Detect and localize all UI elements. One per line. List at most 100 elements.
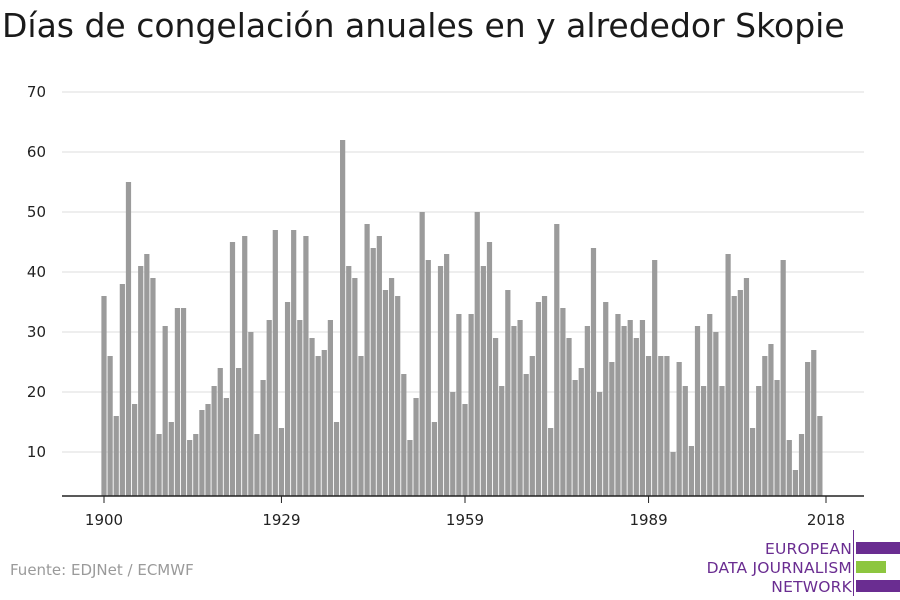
logo-bar-middle — [856, 561, 886, 573]
bar-1975 — [560, 308, 566, 496]
bar-1974 — [554, 224, 560, 496]
bar-2014 — [798, 434, 805, 496]
bar-1934 — [309, 338, 315, 496]
y-tick-label-20: 20 — [27, 383, 46, 401]
bar-1907 — [144, 254, 150, 496]
y-tick-label-60: 60 — [27, 143, 46, 161]
y-axis-tick-labels: 10 20 30 40 50 60 70 — [27, 83, 46, 461]
bar-1937 — [327, 320, 333, 496]
bar-1906 — [138, 266, 144, 496]
bar-2013 — [792, 470, 799, 496]
bar-1976 — [566, 338, 572, 496]
bar-1964 — [492, 338, 499, 496]
bar-1922 — [236, 368, 242, 496]
bar-1917 — [205, 404, 211, 496]
bar-1997 — [694, 326, 701, 496]
bar-1923 — [242, 236, 248, 496]
bar-1947 — [388, 278, 395, 496]
bar-1901 — [107, 356, 113, 496]
bar-1993 — [670, 452, 676, 496]
bar-2007 — [756, 386, 762, 496]
logo-bar-bottom — [856, 580, 900, 592]
bar-1926 — [260, 380, 266, 496]
bar-1973 — [548, 428, 554, 496]
bar-2003 — [731, 296, 737, 496]
bar-1908 — [150, 278, 156, 496]
x-tick-label-1959: 1959 — [446, 511, 484, 529]
bar-1999 — [707, 314, 713, 496]
bar-chart: 1900 1929 1959 1989 2018 10 20 30 40 50 60 70 — [27, 83, 864, 529]
bar-1985 — [621, 326, 627, 496]
bar-1971 — [535, 302, 542, 496]
bar-1998 — [701, 386, 707, 496]
bar-1965 — [499, 386, 505, 496]
bar-1925 — [254, 434, 260, 496]
bar-1931 — [291, 230, 297, 496]
bar-1920 — [223, 398, 229, 496]
bar-1951 — [413, 398, 419, 496]
source-note: Fuente: EDJNet / ECMWF — [10, 561, 194, 579]
bar-1941 — [352, 278, 358, 496]
bar-1919 — [217, 368, 223, 496]
logo-line-1: EUROPEAN — [764, 540, 852, 558]
y-tick-label-10: 10 — [27, 443, 46, 461]
bar-1902 — [113, 416, 119, 496]
bar-2009 — [768, 344, 774, 496]
bar-1946 — [382, 290, 389, 496]
bars — [101, 140, 823, 496]
bar-2005 — [743, 278, 750, 496]
bar-1918 — [211, 386, 217, 496]
edjnet-logo[interactable]: EUROPEAN DATA JOURNALISM NETWORK — [700, 530, 900, 596]
bar-1945 — [376, 236, 382, 496]
bar-1986 — [627, 320, 633, 496]
bar-2008 — [762, 356, 768, 496]
bar-1940 — [346, 266, 352, 496]
bar-1968 — [517, 320, 523, 496]
bar-1980 — [590, 248, 597, 496]
bar-1911 — [168, 422, 174, 496]
y-tick-label-50: 50 — [27, 203, 46, 221]
bar-1932 — [297, 320, 303, 496]
bar-1978 — [578, 368, 584, 496]
y-tick-label-30: 30 — [27, 323, 46, 341]
bar-2012 — [786, 440, 792, 496]
bar-1927 — [266, 320, 272, 496]
bar-1930 — [284, 302, 291, 496]
bar-1929 — [278, 428, 285, 496]
bar-2016 — [811, 350, 817, 496]
bar-1991 — [658, 356, 664, 496]
bar-1996 — [688, 446, 694, 496]
bar-1905 — [131, 404, 138, 496]
logo-divider — [853, 530, 854, 596]
bar-1966 — [505, 290, 511, 496]
bar-1959 — [462, 404, 468, 496]
bar-1914 — [187, 440, 193, 496]
bar-1943 — [364, 224, 370, 496]
bar-1954 — [431, 422, 438, 496]
bar-1942 — [358, 356, 364, 496]
bar-1960 — [468, 314, 474, 496]
bar-1989 — [645, 356, 652, 496]
bar-1921 — [229, 242, 236, 496]
bar-1957 — [450, 392, 456, 496]
y-tick-label-40: 40 — [27, 263, 46, 281]
bar-1994 — [676, 362, 682, 496]
bar-2001 — [719, 386, 725, 496]
bar-1963 — [486, 242, 493, 496]
bar-1949 — [401, 374, 407, 496]
bar-1916 — [199, 410, 205, 496]
bar-1948 — [395, 296, 401, 496]
bar-2002 — [725, 254, 731, 496]
bar-1935 — [315, 356, 321, 496]
bar-1962 — [480, 266, 486, 496]
bar-1933 — [303, 236, 309, 496]
bar-1977 — [572, 380, 578, 496]
x-tick-label-2018: 2018 — [807, 511, 845, 529]
bar-1970 — [529, 356, 535, 496]
x-axis-ticks: 1900 1929 1959 1989 2018 — [85, 496, 845, 529]
x-tick-label-1929: 1929 — [262, 511, 300, 529]
bar-1936 — [321, 350, 327, 496]
bar-1912 — [174, 308, 181, 496]
bar-1987 — [633, 338, 639, 496]
bar-1983 — [609, 362, 615, 496]
